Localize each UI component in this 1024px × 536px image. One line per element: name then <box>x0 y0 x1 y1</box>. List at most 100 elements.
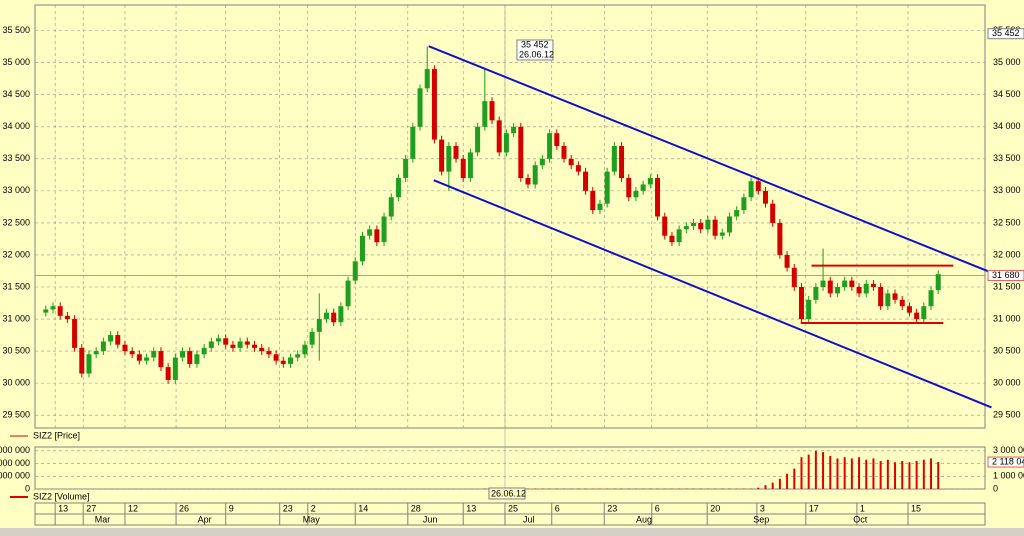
volume-bar <box>937 462 940 489</box>
candle-body <box>410 126 416 159</box>
candle-body <box>316 319 322 332</box>
candle-body <box>611 146 617 172</box>
y-tick-label: 33 000 <box>2 185 30 195</box>
volume-bar <box>872 458 875 489</box>
x-tick-label: 28 <box>411 503 421 513</box>
last-price-flag <box>987 269 1024 281</box>
volume-bar <box>814 450 817 489</box>
cursor-value: 35 452 <box>521 39 549 49</box>
candle-body <box>216 338 222 342</box>
candle-body <box>496 120 502 153</box>
candle-body <box>100 341 106 352</box>
candle-body <box>467 152 473 179</box>
x-tick-label: 3 <box>760 503 765 513</box>
candle-body <box>762 190 768 204</box>
x-tick-label: 13 <box>466 503 476 513</box>
y-tick-label: 32 500 <box>2 217 30 227</box>
candle-body <box>482 101 488 127</box>
y-tick-label: 33 500 <box>993 153 1021 163</box>
candle-body <box>820 280 826 287</box>
trendline <box>428 45 989 273</box>
candle-body <box>129 351 135 355</box>
candle-body <box>446 146 452 172</box>
candle-body <box>539 158 545 166</box>
candle-body <box>921 306 927 320</box>
volume-bar <box>850 458 853 489</box>
candle-body <box>878 287 884 307</box>
candle-body <box>57 306 63 316</box>
candle-body <box>223 338 229 345</box>
volume-bar <box>757 487 760 489</box>
volume-bar <box>764 485 767 489</box>
candle-body <box>158 351 164 368</box>
candle-body <box>525 178 531 185</box>
candle-body <box>791 267 797 287</box>
candle-body <box>417 88 423 127</box>
candle-body <box>619 146 625 179</box>
candle-body <box>655 178 661 217</box>
x-tick-label: 12 <box>128 503 138 513</box>
candle-body <box>683 226 689 230</box>
candle-body <box>237 341 243 348</box>
volume-bar <box>836 458 839 489</box>
trendline <box>433 179 992 409</box>
candle-body <box>194 354 200 364</box>
candle-body <box>453 146 459 159</box>
x-tick-label: 17 <box>809 503 819 513</box>
candle-body <box>230 344 236 348</box>
candle-body <box>806 299 812 320</box>
volume-bar <box>930 458 933 489</box>
candle-body <box>64 315 70 320</box>
candle-body <box>547 133 553 159</box>
candle-body <box>50 306 56 310</box>
volume-bar <box>786 473 789 489</box>
x-tick-label: 23 <box>283 503 293 513</box>
candle-body <box>834 287 840 294</box>
y-tick-label: 30 500 <box>2 345 30 355</box>
candle-body <box>899 299 905 307</box>
y-tick-label: 30 000 <box>993 378 1021 388</box>
candle-body <box>460 158 466 179</box>
candle-body <box>259 347 265 352</box>
candle-body <box>208 341 214 348</box>
last-volume-label: 2 118 04 <box>992 456 1024 466</box>
y-tick-label: 31 000 <box>993 313 1021 323</box>
candle-body <box>532 165 538 185</box>
y-tick-label: 35 500 <box>2 25 30 35</box>
y-tick-label: 34 000 <box>993 121 1021 131</box>
candle-body <box>590 190 596 211</box>
candle-body <box>813 287 819 300</box>
y-tick-label: 30 500 <box>993 345 1021 355</box>
candle-body <box>662 216 668 236</box>
candle-body <box>863 283 869 294</box>
candle-body <box>691 222 697 227</box>
y-tick-label: 31 500 <box>2 281 30 291</box>
x-tick-label: 26 <box>179 503 189 513</box>
last-price-label: 31 680 <box>992 270 1020 280</box>
cursor-axis-label: 35 452 <box>992 28 1020 38</box>
candle-body <box>827 280 833 294</box>
y-tick-label: 30 000 <box>2 378 30 388</box>
month-label: Aug <box>636 514 652 524</box>
candle-body <box>108 335 114 342</box>
candle-body <box>367 229 373 236</box>
candle-body <box>79 347 85 374</box>
x-tick-label: 13 <box>58 503 68 513</box>
volume-bar <box>771 482 774 489</box>
x-tick-label: 25 <box>508 503 518 513</box>
price-pane <box>34 4 986 429</box>
candle-body <box>554 133 560 146</box>
candle-body <box>93 351 99 355</box>
volume-bar <box>858 457 861 489</box>
candle-body <box>252 344 258 348</box>
candle-body <box>431 69 437 140</box>
candle-body <box>144 357 150 361</box>
volume-bar <box>922 459 925 489</box>
candle-body <box>604 171 610 204</box>
candle-body <box>870 283 876 287</box>
candle-body <box>503 133 509 153</box>
candle-body <box>475 126 481 153</box>
candle-body <box>647 178 653 185</box>
candle-body <box>842 280 848 287</box>
candle-body <box>719 232 725 236</box>
